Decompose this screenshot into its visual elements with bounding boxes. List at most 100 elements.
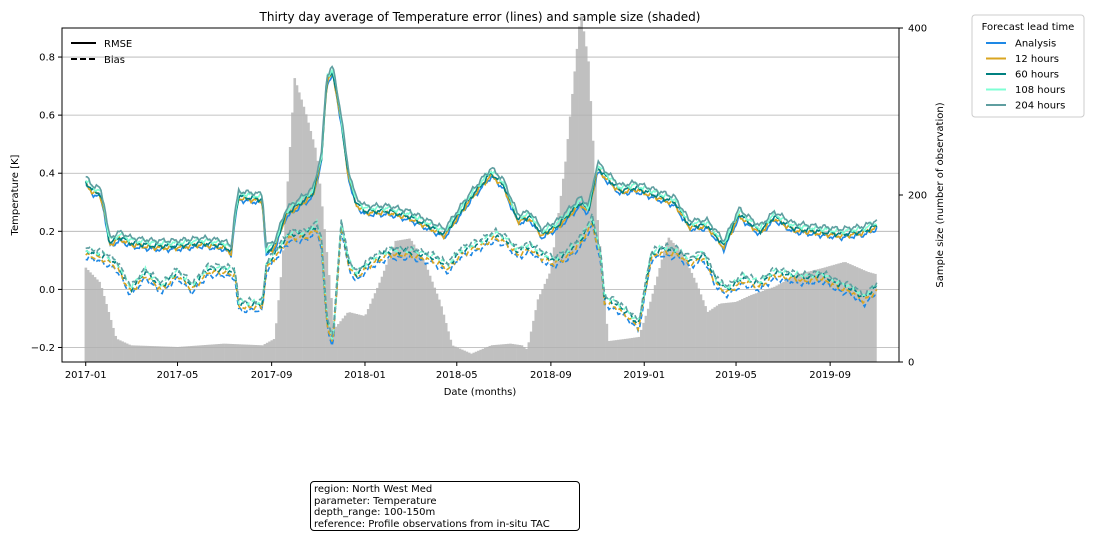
sample-size-bar: [240, 344, 244, 362]
sample-size-bar: [699, 294, 703, 362]
sample-size-bar: [637, 336, 641, 362]
sample-size-bar: [132, 345, 136, 362]
sample-size-bar: [805, 272, 808, 362]
sample-size-bar: [665, 242, 668, 362]
sample-size-bar: [640, 329, 643, 362]
sample-size-bar: [851, 265, 854, 362]
sample-size-bar: [695, 282, 698, 362]
sample-size-bar: [456, 347, 459, 362]
y-tick-label: −0.2: [31, 343, 55, 354]
sample-size-bar: [433, 287, 437, 362]
sample-size-bar: [842, 262, 845, 362]
sample-size-bar: [114, 335, 118, 362]
sample-size-bar: [734, 301, 737, 362]
sample-size-bar: [745, 296, 749, 362]
sample-size-bar: [591, 140, 595, 362]
sample-size-bar: [84, 267, 88, 362]
sample-size-bar: [653, 285, 657, 362]
sample-size-bar: [112, 327, 115, 362]
series-legend: Forecast lead time Analysis 12 hours 60 ho…: [971, 14, 1085, 118]
series-legend-frame: [971, 14, 1085, 118]
sample-size-bar: [392, 246, 395, 362]
sample-size-bar: [527, 342, 531, 362]
sample-size-bar: [421, 259, 425, 362]
sample-size-bar: [502, 344, 505, 362]
sample-size-bar: [506, 343, 510, 362]
sample-size-bar: [536, 299, 540, 363]
sample-size-bar: [477, 350, 480, 362]
sample-size-bar: [633, 337, 636, 362]
y2-tick-label: 0: [908, 358, 914, 369]
sample-size-bar: [293, 78, 297, 362]
sample-size-bar: [594, 180, 597, 362]
rmse-line-204-hours: [85, 65, 878, 250]
sample-size-bar: [630, 337, 634, 362]
sample-size-bar: [222, 343, 225, 362]
sample-size-bar: [697, 288, 700, 362]
y-tick-label: 0.6: [39, 111, 55, 122]
sample-size-bar: [277, 300, 280, 362]
sample-size-bar: [821, 268, 824, 362]
sample-size-bar: [261, 345, 264, 362]
sample-size-bar: [644, 315, 648, 362]
sample-size-bar: [337, 323, 340, 362]
sample-size-bar: [403, 239, 407, 362]
sample-size-bar: [685, 263, 689, 362]
sample-size-bar: [860, 269, 863, 362]
sample-size-bar: [651, 293, 655, 362]
sample-size-bar: [610, 340, 613, 362]
sample-size-bar: [265, 342, 269, 362]
sample-size-bar: [192, 345, 196, 362]
sample-size-bar: [419, 255, 423, 362]
sample-size-bar: [607, 341, 611, 362]
sample-size-bar: [164, 346, 168, 362]
sample-size-bar: [545, 278, 549, 362]
sample-size-bar: [621, 339, 625, 362]
sample-size-bar: [731, 302, 735, 362]
sample-size-bar: [543, 283, 547, 362]
sample-size-bar: [500, 344, 503, 362]
sample-size-bar: [412, 244, 416, 362]
sample-size-bar: [504, 344, 508, 362]
sample-size-bar: [853, 266, 857, 362]
sample-size-bar: [107, 311, 111, 362]
sample-size-bar: [176, 346, 179, 362]
sample-size-bar: [511, 343, 515, 362]
sample-size-bar: [137, 345, 140, 362]
sample-size-bar: [770, 287, 774, 362]
sample-size-bar: [534, 310, 538, 362]
sample-size-bar: [708, 310, 712, 362]
sample-size-bar: [307, 122, 310, 362]
sample-size-bar: [736, 301, 740, 362]
sample-size-bar: [465, 351, 469, 362]
sample-size-bar: [183, 346, 186, 362]
sample-size-bar: [722, 303, 726, 362]
sample-size-bar: [835, 264, 838, 362]
sample-size-bar: [449, 339, 453, 362]
legend-label-108-hours: 108 hours: [1015, 85, 1065, 96]
info-depth-range: depth_range: 100-150m: [314, 507, 436, 518]
x-axis-ticks: 2017-01 2017-05 2017-09 2018-01 2018-05 2018-…: [65, 362, 851, 381]
style-legend: RMSE Bias: [71, 39, 132, 66]
sample-size-bar: [711, 308, 714, 362]
sample-size-bar: [777, 284, 781, 362]
sample-size-bar: [268, 341, 271, 362]
sample-size-bar: [346, 312, 349, 362]
sample-size-bar: [256, 345, 260, 362]
sample-size-bar: [249, 344, 253, 362]
sample-size-bar: [724, 302, 728, 362]
sample-size-bar: [539, 294, 542, 362]
sample-size-bar: [619, 339, 622, 362]
sample-size-bar: [557, 213, 560, 362]
sample-size-bar: [447, 331, 450, 362]
sample-size-bar: [123, 342, 127, 362]
sample-size-bar: [213, 344, 216, 362]
sample-size-bar: [518, 344, 521, 362]
sample-size-bar: [729, 302, 733, 362]
sample-size-bar: [311, 139, 315, 362]
sample-size-bar: [628, 338, 632, 362]
sample-size-bar: [701, 300, 705, 362]
sample-size-bar: [373, 293, 377, 362]
sample-size-bar: [460, 349, 464, 362]
sample-size-bar: [839, 262, 843, 362]
